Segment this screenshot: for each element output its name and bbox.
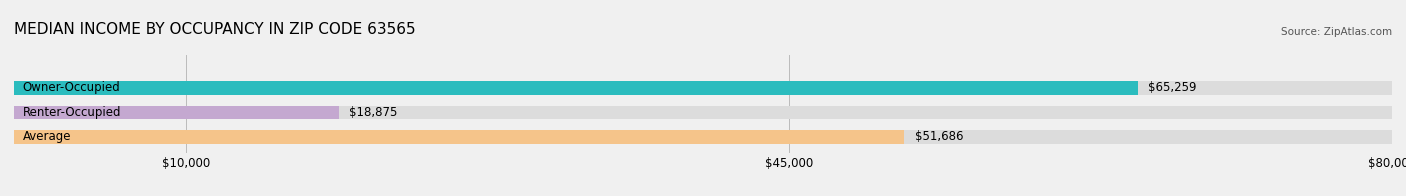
Bar <box>14 81 1392 95</box>
Text: Owner-Occupied: Owner-Occupied <box>22 82 121 94</box>
Text: MEDIAN INCOME BY OCCUPANCY IN ZIP CODE 63565: MEDIAN INCOME BY OCCUPANCY IN ZIP CODE 6… <box>14 22 416 37</box>
Bar <box>14 130 904 144</box>
Text: $18,875: $18,875 <box>350 106 398 119</box>
Bar <box>14 81 1137 95</box>
Bar <box>14 130 1392 144</box>
Text: $51,686: $51,686 <box>915 131 963 143</box>
Text: Average: Average <box>22 131 72 143</box>
Bar <box>14 106 339 119</box>
Text: Source: ZipAtlas.com: Source: ZipAtlas.com <box>1281 27 1392 37</box>
Bar <box>14 106 1392 119</box>
Text: Renter-Occupied: Renter-Occupied <box>22 106 121 119</box>
Text: $65,259: $65,259 <box>1149 82 1197 94</box>
